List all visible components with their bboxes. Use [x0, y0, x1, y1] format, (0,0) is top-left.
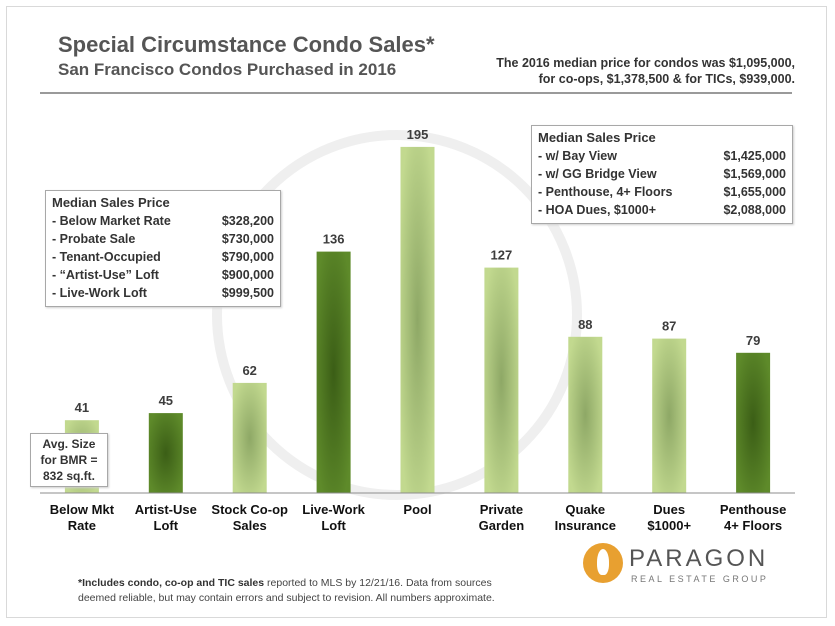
median-note-line1: The 2016 median price for condos was $1,…	[496, 56, 795, 70]
row-label: - w/ GG Bridge View	[538, 167, 657, 181]
row-label: - HOA Dues, $1000+	[538, 203, 656, 217]
category-label: Pool	[403, 502, 431, 517]
bar-value-label: 87	[662, 319, 676, 334]
category-label: Insurance	[555, 518, 616, 533]
category-label: Loft	[321, 518, 346, 533]
category-label: Below Mkt	[50, 502, 115, 517]
left-box-row: - Below Market Rate $328,200	[52, 212, 274, 230]
bmr-size-callout: Avg. Size for BMR = 832 sq.ft.	[30, 433, 108, 487]
logo-tagline: REAL ESTATE GROUP	[631, 574, 769, 584]
chart-subtitle: San Francisco Condos Purchased in 2016	[58, 60, 397, 79]
category-label: Loft	[154, 518, 179, 533]
row-value: $900,000	[221, 268, 274, 282]
bar-value-label: 136	[323, 232, 345, 247]
row-value: $999,500	[221, 286, 274, 300]
bar-1	[148, 413, 183, 493]
left-box-row: - “Artist-Use” Loft $900,000	[52, 266, 274, 284]
right-box-heading: Median Sales Price	[538, 130, 656, 145]
category-label: Quake	[565, 502, 605, 517]
bar-value-label: 62	[242, 363, 256, 378]
row-label: - Probate Sale	[52, 232, 136, 246]
slide-frame	[6, 6, 827, 618]
category-label: Dues	[653, 502, 685, 517]
category-label: Penthouse	[720, 502, 786, 517]
category-label: Private	[480, 502, 523, 517]
row-value: $328,200	[221, 214, 274, 228]
row-value: $2,088,000	[723, 203, 786, 217]
row-label: - Tenant-Occupied	[52, 250, 161, 264]
right-median-price-box: Median Sales Price - w/ Bay View $1,425,0…	[531, 125, 793, 224]
bar-value-label: 127	[491, 248, 513, 263]
category-label: Artist-Use	[135, 502, 197, 517]
bar-4	[400, 146, 435, 493]
bar-5	[484, 267, 519, 493]
right-box-row: - HOA Dues, $1000+ $2,088,000	[538, 201, 786, 219]
row-label: - Below Market Rate	[52, 214, 171, 228]
footnote-bold: *Includes condo, co-op and TIC sales	[78, 577, 265, 589]
median-note: The 2016 median price for condos was $1,…	[496, 55, 795, 87]
paragon-flame-icon	[583, 543, 623, 583]
row-value: $1,425,000	[723, 149, 786, 163]
row-label: - Live-Work Loft	[52, 286, 147, 300]
bar-value-label: 88	[578, 317, 592, 332]
bmr-line1: Avg. Size	[42, 437, 96, 451]
bar-3	[316, 251, 351, 493]
median-note-line2: for co-ops, $1,378,500 & for TICs, $939,…	[538, 72, 795, 86]
row-value: $1,655,000	[723, 185, 786, 199]
chart-title: Special Circumstance Condo Sales*	[58, 32, 435, 57]
right-box-row: - Penthouse, 4+ Floors $1,655,000	[538, 183, 786, 201]
row-value: $730,000	[221, 232, 274, 246]
row-label: - “Artist-Use” Loft	[52, 268, 159, 282]
row-label: - w/ Bay View	[538, 149, 617, 163]
left-box-row: - Live-Work Loft $999,500	[52, 284, 274, 302]
category-label: Live-Work	[302, 502, 365, 517]
footnote-line1: reported to MLS by 12/21/16. Data from s…	[264, 577, 492, 589]
bar-2	[232, 382, 267, 493]
right-box-row: - w/ GG Bridge View $1,569,000	[538, 165, 786, 183]
category-label: Stock Co-op	[211, 502, 288, 517]
category-label: Rate	[68, 518, 96, 533]
watermark-logo-icon	[212, 130, 582, 500]
left-box-heading: Median Sales Price	[52, 195, 170, 210]
category-label: Garden	[479, 518, 525, 533]
row-value: $790,000	[221, 250, 274, 264]
header-divider	[40, 92, 792, 94]
bar-7	[652, 338, 687, 493]
row-label: - Penthouse, 4+ Floors	[538, 185, 673, 199]
left-box-row: - Tenant-Occupied $790,000	[52, 248, 274, 266]
category-label: $1000+	[647, 518, 691, 533]
bmr-line2: for BMR =	[40, 453, 98, 467]
bmr-line3: 832 sq.ft.	[42, 469, 96, 483]
bar-value-label: 41	[75, 400, 89, 415]
bar-value-label: 195	[407, 127, 429, 142]
bar-8	[736, 352, 771, 493]
row-value: $1,569,000	[723, 167, 786, 181]
bar-value-label: 45	[159, 393, 173, 408]
left-box-row: - Probate Sale $730,000	[52, 230, 274, 248]
bar-6	[568, 336, 603, 493]
footnote-line2: deemed reliable, but may contain errors …	[78, 592, 495, 604]
bar-value-label: 79	[746, 333, 760, 348]
footnote: *Includes condo, co-op and TIC sales rep…	[78, 576, 495, 606]
category-label: Sales	[233, 518, 267, 533]
category-label: 4+ Floors	[724, 518, 782, 533]
left-median-price-box: Median Sales Price - Below Market Rate $3…	[45, 190, 281, 307]
right-box-row: - w/ Bay View $1,425,000	[538, 147, 786, 165]
logo-name: PARAGON	[629, 545, 769, 572]
